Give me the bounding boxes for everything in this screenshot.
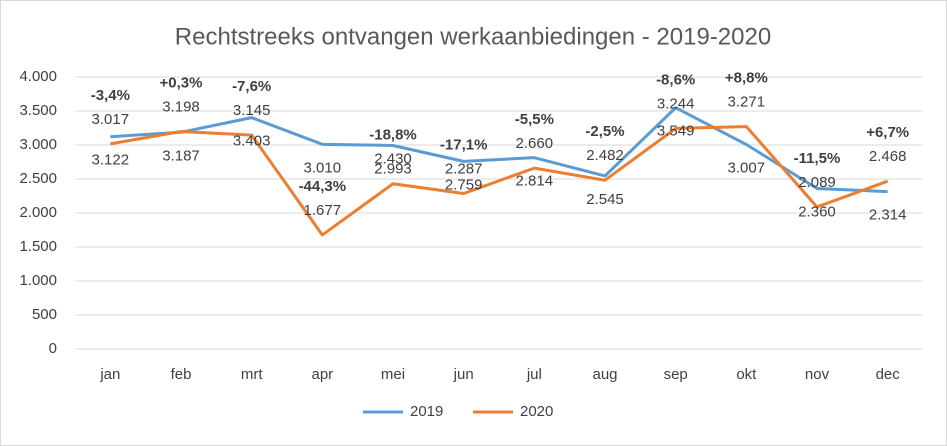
y-tick-label: 500 xyxy=(32,306,57,323)
y-tick-label: 2.000 xyxy=(19,204,57,221)
data-label: 2.814 xyxy=(516,173,554,190)
data-label: 3.271 xyxy=(728,94,766,111)
x-tick-label: jul xyxy=(526,366,542,383)
y-tick-label: 4.000 xyxy=(19,68,57,85)
data-label: 2.468 xyxy=(869,148,907,165)
x-tick-label: apr xyxy=(311,366,333,383)
change-annotation: -7,6% xyxy=(232,78,271,95)
change-annotation: -5,5% xyxy=(515,111,554,128)
x-tick-label: dec xyxy=(876,366,901,383)
change-annotation: +0,3% xyxy=(160,75,203,92)
data-label: 2.660 xyxy=(516,135,554,152)
y-tick-label: 1.500 xyxy=(19,238,57,255)
data-label: 3.198 xyxy=(162,99,200,116)
data-label: 2.993 xyxy=(374,160,412,177)
data-label: 2.545 xyxy=(586,191,624,208)
change-annotation: -17,1% xyxy=(440,136,488,153)
change-annotation: -11,5% xyxy=(794,150,841,167)
chart-title: Rechtstreeks ontvangen werkaanbiedingen … xyxy=(175,23,771,50)
change-annotation: -3,4% xyxy=(91,87,130,104)
data-label: 2.360 xyxy=(798,203,836,220)
data-label: 1.677 xyxy=(304,202,342,219)
data-label: 2.430 xyxy=(374,151,412,168)
change-annotation: -2,5% xyxy=(585,123,624,140)
change-annotation: +6,7% xyxy=(866,124,909,141)
x-tick-label: aug xyxy=(592,366,617,383)
series-line xyxy=(110,106,888,194)
y-tick-label: 0 xyxy=(49,340,57,357)
data-label: 3.122 xyxy=(92,152,130,169)
series-line xyxy=(110,125,889,237)
change-annotation: -44,3% xyxy=(299,178,347,195)
data-label: 2.287 xyxy=(445,160,483,177)
data-label: 3.017 xyxy=(92,111,130,128)
data-label: 2.089 xyxy=(798,174,836,191)
data-label: 3.549 xyxy=(657,123,695,140)
x-tick-label: mrt xyxy=(241,366,263,383)
x-tick-label: okt xyxy=(736,366,757,383)
x-tick-label: sep xyxy=(664,366,688,383)
y-tick-label: 3.500 xyxy=(19,102,57,119)
data-label: 2.482 xyxy=(586,147,624,164)
data-label: 3.244 xyxy=(657,95,695,112)
y-tick-label: 2.500 xyxy=(19,170,57,187)
data-label: 3.403 xyxy=(233,133,271,150)
change-annotation: +8,8% xyxy=(725,70,768,87)
data-label: 2.314 xyxy=(869,207,907,224)
legend-label: 2019 xyxy=(410,403,443,420)
data-label: 3.007 xyxy=(728,159,766,176)
change-annotation: -8,6% xyxy=(656,71,695,88)
data-label: 3.145 xyxy=(233,102,271,119)
data-label: 3.187 xyxy=(162,147,200,164)
x-tick-label: jun xyxy=(453,366,474,383)
data-label: 2.759 xyxy=(445,176,483,193)
x-tick-label: nov xyxy=(805,366,830,383)
y-tick-label: 1.000 xyxy=(19,272,57,289)
change-annotation: -18,8% xyxy=(369,127,417,144)
x-tick-label: mei xyxy=(381,366,405,383)
y-tick-label: 3.000 xyxy=(19,136,57,153)
x-tick-label: feb xyxy=(171,366,192,383)
legend-label: 2020 xyxy=(520,403,553,420)
data-label: 3.010 xyxy=(304,159,342,176)
x-tick-label: jan xyxy=(99,366,120,383)
